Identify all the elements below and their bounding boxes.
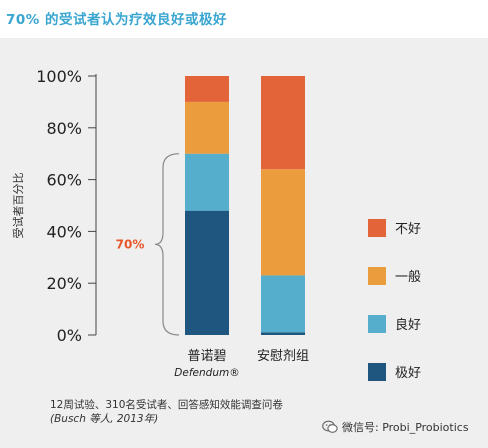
y-tick-label: 0%	[57, 326, 82, 345]
watermark: 微信号: Probi_Probiotics	[322, 419, 469, 435]
footnote-citation: (Busch 等人, 2013年)	[50, 413, 159, 425]
bar-segment	[185, 210, 229, 335]
category-label: 安慰剂组	[257, 349, 309, 364]
chart-heading: 70% 的受试者认为疗效良好或极好	[6, 12, 228, 28]
bar-segment	[185, 153, 229, 211]
legend-label: 良好	[395, 317, 421, 333]
legend-swatch	[368, 219, 386, 237]
wechat-icon	[322, 420, 338, 433]
y-tick-label: 80%	[46, 119, 82, 138]
category-label: 普诺碧	[187, 349, 226, 364]
legend-swatch	[368, 363, 386, 381]
bracket-label: 70%	[116, 237, 145, 251]
legend-label: 极好	[395, 366, 421, 381]
chart-panel: 0% 20% 40% 60% 80% 100% 受试者百分比普诺碧 Defendum® 安慰剂组…	[0, 38, 488, 448]
legend-label: 一般	[395, 269, 421, 285]
y-axis-label: 受试者百分比	[12, 173, 25, 239]
bar-segment	[261, 275, 305, 333]
watermark-text: 微信号: Probi_Probiotics	[342, 421, 469, 434]
bar-segment	[261, 169, 305, 276]
legend-swatch	[368, 315, 386, 333]
legend-swatch	[368, 267, 386, 285]
legend-label: 不好	[395, 222, 421, 237]
bar-segment	[261, 332, 305, 335]
bar-segment	[261, 76, 305, 170]
y-tick-label: 40%	[46, 222, 82, 241]
footnote: 12周试验、310名受试者、回答感知效能调查问卷 (Busch 等人, 2013…	[50, 398, 283, 426]
bracket-brace	[154, 153, 180, 336]
y-tick-label: 20%	[46, 274, 82, 293]
y-tick-label: 60%	[46, 171, 82, 190]
bar-segment	[185, 101, 229, 154]
category-sublabel: Defendum®	[174, 367, 239, 379]
footnote-line-1: 12周试验、310名受试者、回答感知效能调查问卷	[50, 399, 283, 411]
y-tick-label: 100%	[36, 67, 82, 86]
bar-segment	[185, 76, 229, 102]
